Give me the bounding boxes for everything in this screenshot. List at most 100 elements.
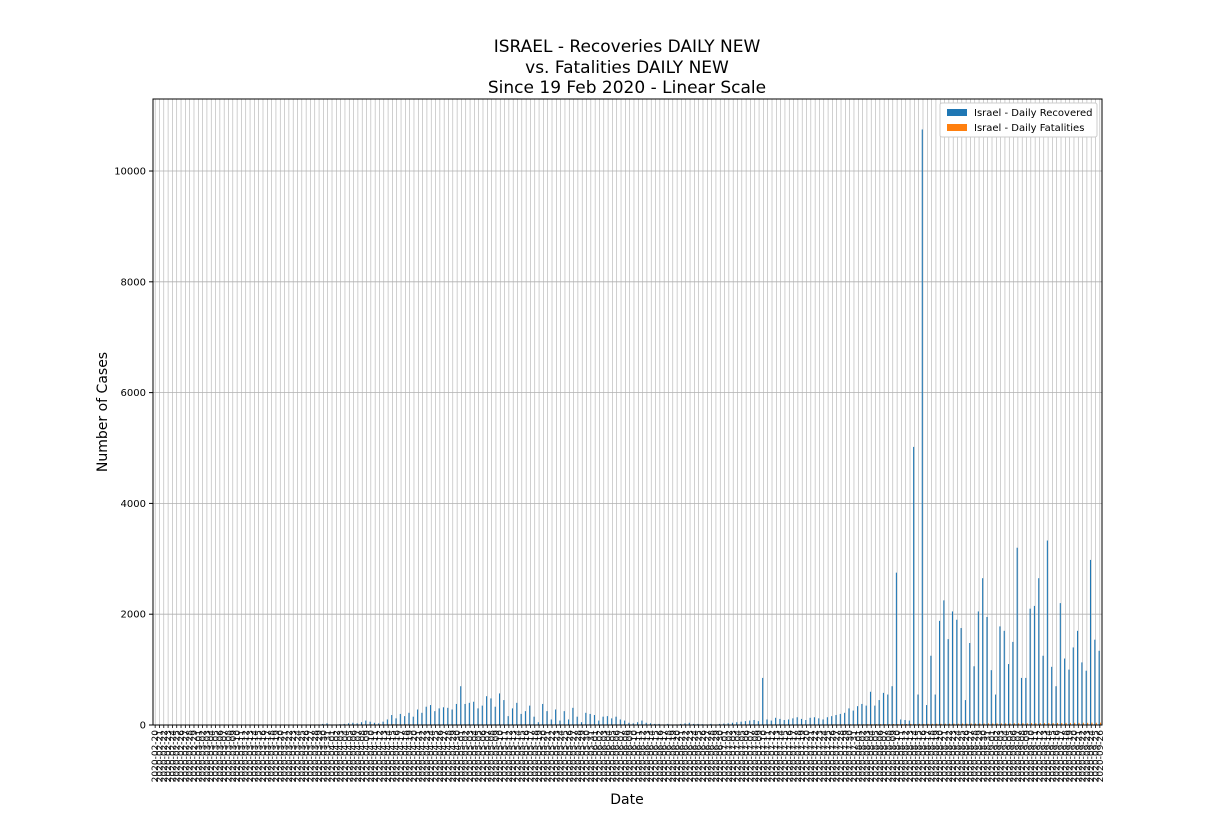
legend-box [939,102,1098,138]
bar-recovered [1042,655,1044,725]
bar-recovered [468,702,470,725]
bar-fatalities [966,723,968,725]
bar-recovered [951,611,954,725]
x-tick-label: 2020-03-10 [233,730,243,783]
x-tick-label: 2020-03-29 [315,730,325,783]
x-tick-label: 2020-02-25 [173,730,183,782]
bar-recovered [360,722,363,725]
bar-recovered [809,717,811,725]
x-tick-label: 2020-04-02 [332,730,342,782]
legend-swatch-fatalities [947,124,967,131]
bar-recovered [1051,666,1053,725]
bar-recovered [1003,630,1005,725]
x-tick-label: 2020-02-29 [190,730,200,783]
x-tick-label: 2020-03-06 [216,730,226,783]
x-tick-label: 2020-03-21 [281,730,291,782]
x-tick-label: 2020-03-09 [229,730,239,783]
x-tick-label: 2020-07-20 [803,730,813,783]
x-tick-label: 2020-06-10 [630,730,640,783]
series-recovered [279,129,1100,726]
bar-recovered [878,700,880,725]
x-tick-label: 2020-04-10 [367,730,377,783]
x-tick-label: 2020-04-09 [363,730,373,783]
x-tick-label: 2020-05-21 [544,730,554,782]
x-tick-label: 2020-02-26 [177,730,187,783]
x-tick-label: 2020-08-30 [979,730,989,783]
bar-recovered [326,723,328,725]
bar-recovered [934,694,936,725]
bar-fatalities [1000,723,1002,725]
x-tick-label: 2020-04-15 [388,730,398,782]
x-tick-label: 2020-04-26 [436,730,446,783]
x-tick-label: 2020-09-08 [1018,730,1028,783]
bar-recovered [1077,630,1079,725]
bar-recovered [822,719,824,725]
bar-recovered [718,723,721,725]
x-tick-label: 2020-09-13 [1040,730,1050,782]
y-tick-label: 6000 [121,388,146,399]
bar-recovered [775,717,777,725]
bar-recovered [412,716,414,725]
x-tick-label: 2020-05-02 [462,730,472,782]
bar-recovered [749,720,751,725]
bar-recovered [913,446,915,725]
bar-recovered [693,723,695,725]
x-tick-label: 2020-08-20 [936,730,946,783]
bar-fatalities [979,723,981,725]
x-tick-label: 2020-02-22 [160,730,170,782]
bar-recovered [1089,559,1092,725]
bar-recovered [632,723,634,725]
bar-recovered [731,722,734,725]
bar-recovered [973,666,975,725]
bar-recovered [800,718,803,725]
x-tick-label: 2020-06-24 [690,730,700,783]
x-tick-label: 2020-08-04 [867,730,877,783]
bar-recovered [1068,669,1070,725]
bar-fatalities [983,723,985,725]
bar-recovered [783,720,785,725]
bar-recovered [585,712,587,725]
x-tick-label: 2020-08-11 [897,730,907,782]
x-tick-label: 2020-06-18 [664,730,674,783]
bar-recovered [606,716,608,725]
bar-recovered [770,720,772,725]
bar-recovered [943,600,945,725]
y-axis-label: Number of Cases [95,352,111,472]
x-tick-label: 2020-04-08 [358,730,368,783]
x-tick-label: 2020-07-08 [751,730,761,783]
x-tick-label: 2020-04-03 [337,730,347,782]
bar-recovered [494,706,496,725]
x-tick-label: 2020-02-27 [181,730,191,782]
legend-swatch-recovered [947,109,967,116]
x-tick-label: 2020-03-23 [289,730,299,782]
bar-fatalities [1052,723,1054,725]
bar-fatalities [953,723,955,725]
bar-recovered [844,712,846,725]
x-tick-label: 2020-09-21 [1074,730,1084,782]
bar-fatalities [1022,723,1024,725]
bar-recovered [438,708,440,725]
x-tick-label: 2020-02-23 [164,730,174,782]
x-tick-label: 2020-07-30 [846,730,856,783]
x-tick-label: 2020-06-12 [639,730,649,782]
bar-recovered [516,702,518,725]
bar-recovered [1072,647,1074,725]
x-tick-label: 2020-02-24 [168,730,178,783]
x-tick-label: 2020-07-16 [785,730,795,783]
chart-title-line-2: vs. Fatalities DAILY NEW [525,58,729,78]
bar-recovered [969,643,971,725]
x-tick-label: 2020-05-05 [475,730,485,782]
bar-recovered [831,716,833,725]
bar-recovered [688,722,690,725]
y-axis: 0 2000 4000 6000 8000 10000 [114,167,153,732]
bar-recovered [995,694,997,725]
x-tick-label: 2020-07-17 [790,730,800,782]
bar-recovered [417,709,419,725]
x-tick-label: 2020-05-14 [514,730,524,783]
bar-recovered [882,692,884,725]
bar-recovered [852,710,854,725]
y-tick-label: 2000 [121,610,146,621]
x-tick-label: 2020-09-17 [1057,730,1067,782]
x-tick-label: 2020-07-22 [811,730,821,782]
